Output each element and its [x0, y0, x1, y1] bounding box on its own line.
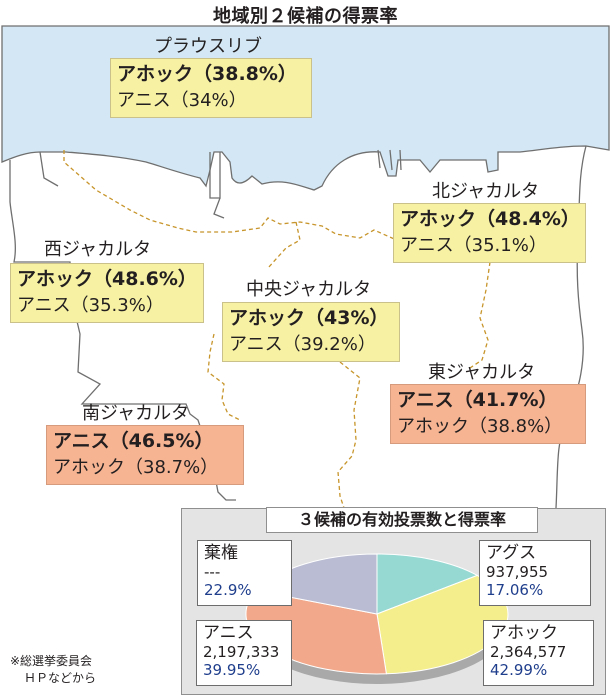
votes-ahok: 2,364,577: [490, 643, 567, 661]
source-note-line1: ※総選挙委員会: [10, 654, 93, 668]
result-box-north: アホック（48.4%） アニス（35.1%）: [393, 203, 586, 263]
district-boundaries: [63, 150, 491, 509]
region-name-west: 西ジャカルタ: [44, 239, 152, 260]
region-name-central: 中央ジャカルタ: [246, 279, 372, 300]
pct-anies: 39.95%: [203, 661, 261, 679]
region-name-east: 東ジャカルタ: [428, 362, 536, 383]
result-first: アホック（48.4%）: [400, 208, 580, 230]
votes-anies: 2,197,333: [203, 643, 280, 661]
pie-slice-agus: [376, 553, 479, 615]
region-name-north: 北ジャカルタ: [432, 181, 540, 202]
result-box-pulau-seribu: アホック（38.8%） アニス（34%）: [110, 58, 312, 118]
result-box-central: アホック（43%） アニス（39.2%）: [222, 302, 400, 362]
votes-agus: 937,955: [486, 563, 549, 581]
region-name-pulau-seribu: プラウスリブ: [154, 36, 262, 57]
source-note: ※総選挙委員会 ＨＰなどから: [10, 653, 96, 687]
result-box-east: アニス（41.7%） アホック（38.8%）: [390, 384, 586, 444]
label-anies: アニス 2,197,333 39.95%: [196, 620, 292, 686]
result-first: アニス（46.5%）: [53, 430, 214, 452]
result-second: アニス（34%）: [117, 90, 247, 111]
result-first: アホック（43%）: [229, 307, 389, 329]
region-name-south: 南ジャカルタ: [82, 403, 190, 424]
candidate-name-agus: アグス: [486, 543, 537, 563]
label-ahok: アホック 2,364,577 42.99%: [483, 620, 594, 686]
harbour-jetties: [39, 149, 402, 219]
result-second: アニス（35.3%）: [17, 295, 164, 316]
map-title: 地域別２候補の得票率: [213, 6, 398, 27]
votes-blank: ---: [204, 563, 221, 581]
result-first: アニス（41.7%）: [397, 389, 558, 411]
result-first: アホック（48.6%）: [17, 268, 197, 290]
result-second: アニス（39.2%）: [229, 334, 376, 355]
label-blank: 棄権 --- 22.9%: [197, 540, 292, 606]
result-first: アホック（38.8%）: [117, 63, 297, 85]
pct-agus: 17.06%: [486, 581, 544, 599]
candidate-name-blank: 棄権: [204, 543, 238, 563]
result-second: アホック（38.8%）: [397, 416, 563, 437]
result-box-west: アホック（48.6%） アニス（35.3%）: [10, 263, 204, 323]
result-second: アニス（35.1%）: [400, 235, 547, 256]
candidate-name-ahok: アホック: [490, 623, 558, 643]
summary-title: ３候補の有効投票数と得票率: [266, 507, 538, 533]
label-agus: アグス 937,955 17.06%: [479, 540, 591, 606]
pct-ahok: 42.99%: [490, 661, 548, 679]
source-note-line2: ＨＰなどから: [24, 671, 97, 685]
pct-blank: 22.9%: [204, 581, 252, 599]
result-box-south: アニス（46.5%） アホック（38.7%）: [46, 425, 244, 485]
result-second: アホック（38.7%）: [53, 457, 219, 478]
candidate-name-anies: アニス: [203, 623, 254, 643]
